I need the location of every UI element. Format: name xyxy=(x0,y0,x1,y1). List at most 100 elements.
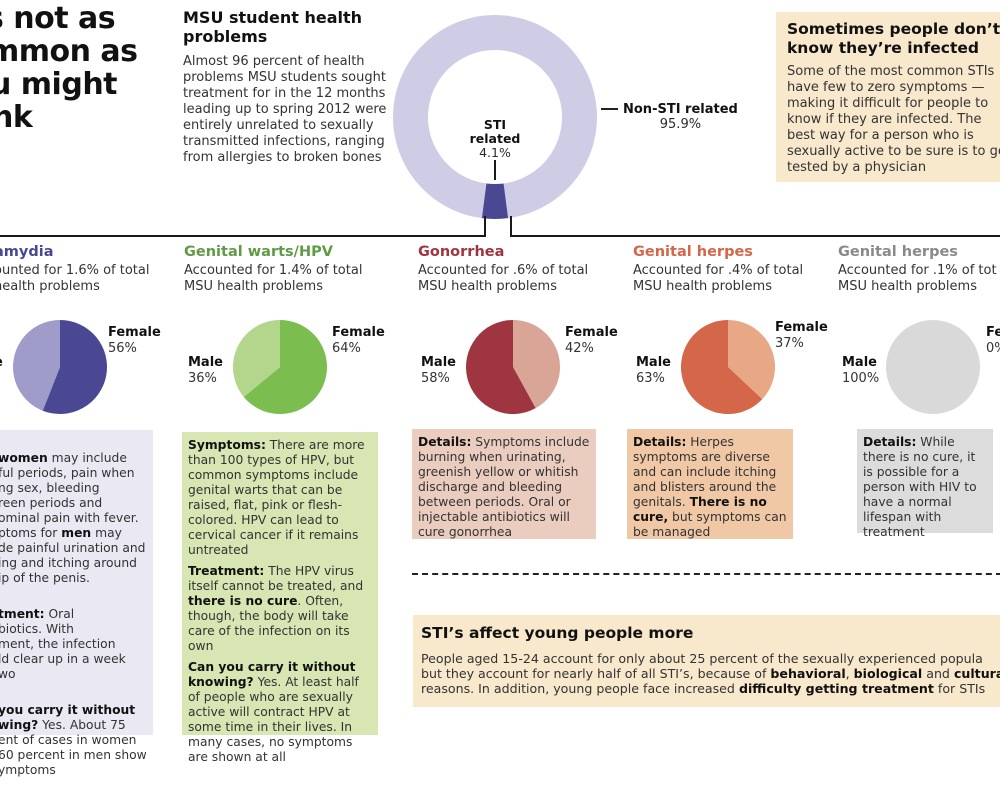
gonorrhea-pie-slice-female xyxy=(513,320,560,409)
bold-text: there is no cure xyxy=(188,594,298,608)
hiv-details-box: Details: While there is no cure, it is p… xyxy=(857,429,993,539)
text: There are more than 100 types of HPV, bu… xyxy=(188,438,365,557)
label-name: Female xyxy=(565,325,618,340)
text: may include ful periods, pain when ng se… xyxy=(0,451,139,540)
text: The HPV virus itself cannot be treated, … xyxy=(188,564,364,593)
label-value: 63% xyxy=(636,371,665,386)
bold-text: biological xyxy=(853,666,923,681)
label-value: 58% xyxy=(421,371,450,386)
hpv-pie-slice-female xyxy=(243,320,327,414)
chlamydia-female-label: Female 56% xyxy=(108,325,161,357)
gonorrhea-details: Details: Symptoms include burning when u… xyxy=(418,435,590,540)
hpv-carry: Can you carry it without knowing? Yes. A… xyxy=(188,660,372,765)
gonorrhea-title: Gonorrhea xyxy=(418,244,505,260)
text: Symptoms include burning when urinating,… xyxy=(418,435,590,539)
bold-text: Treatment: xyxy=(188,564,265,578)
herpes-subtitle: Accounted for .4% of total MSU health pr… xyxy=(633,263,804,294)
connector-line-right xyxy=(510,216,1000,237)
bold-text: Can you carry it without knowing? xyxy=(188,660,356,689)
label-name: Female xyxy=(332,325,385,340)
nonsti-label: Non-STI related 95.9% xyxy=(623,102,738,132)
label-name: Male xyxy=(188,355,223,370)
label-value: 0% xyxy=(986,341,1000,356)
hpv-subtitle: Accounted for 1.4% of total MSU health p… xyxy=(184,263,363,294)
text: may de painful urination and ing and itc… xyxy=(0,526,146,585)
label-name: Female xyxy=(108,325,161,340)
bold-text: you carry it without wing? xyxy=(0,703,136,732)
bold-text: Details: xyxy=(418,435,472,449)
msu-health-title: MSU student health problems xyxy=(183,8,363,46)
hiv-details: Details: While there is no cure, it is p… xyxy=(863,435,987,540)
donut-slice-non-sti xyxy=(393,15,598,219)
chlamydia-subtitle: ounted for 1.6% of total health problems xyxy=(0,263,150,294)
label-value: 100% xyxy=(842,371,880,386)
chlamydia-title: amydia xyxy=(0,244,54,260)
gonorrhea-subtitle: Accounted for .6% of total MSU health pr… xyxy=(418,263,589,294)
sti-related-value: 4.1% xyxy=(479,145,511,160)
label-value: 36% xyxy=(188,371,217,386)
hpv-symptoms: Symptoms: There are more than 100 types … xyxy=(188,438,372,558)
gonorrhea-female-label: Female 42% xyxy=(565,325,618,357)
connector-line-left xyxy=(0,216,486,237)
sti-related-name-1: STI xyxy=(483,117,507,132)
bold-text: Symptoms: xyxy=(188,438,266,452)
hpv-pie-slice-male xyxy=(233,320,280,397)
herpes-details: Details: Herpes symptoms are diverse and… xyxy=(633,435,787,540)
text: Oral biotics. With ment, the infection l… xyxy=(0,607,126,681)
text: People aged 15-24 account for only about… xyxy=(421,651,983,666)
headline: s not as mmon as u might nk xyxy=(0,2,176,134)
sti-related-label: STI related 4.1% xyxy=(455,118,535,160)
text: . Often, though, the body will take care… xyxy=(188,594,350,653)
herpes-pie-slice-female xyxy=(728,320,775,400)
text: but they account for nearly half of all … xyxy=(421,666,771,681)
label-name: Fe xyxy=(986,325,1000,340)
headline-line: nk xyxy=(0,100,33,135)
hiv-male-label: Male 100% xyxy=(842,355,879,387)
bold-text: difficulty getting treatment xyxy=(738,681,934,696)
text: Herpes symptoms are diverse and can incl… xyxy=(633,435,777,509)
label-value: 64% xyxy=(332,341,361,356)
text: and xyxy=(922,666,954,681)
bold-text: tment: xyxy=(0,607,45,621)
hpv-title: Genital warts/HPV xyxy=(184,244,333,260)
hpv-treatment: Treatment: The HPV virus itself cannot b… xyxy=(188,564,372,654)
sti-related-name-2: related xyxy=(469,131,521,146)
headline-line: u might xyxy=(0,67,118,102)
label-name: Male xyxy=(421,355,456,370)
young-people-callout: STI’s affect young people more People ag… xyxy=(413,615,1000,707)
bold-text: cultural xyxy=(953,666,1000,681)
donut-chart xyxy=(0,15,1000,237)
hpv-female-label: Female 64% xyxy=(332,325,385,357)
infected-callout-body: Some of the most common STIs have few to… xyxy=(787,64,1000,175)
herpes-male-label: Male 63% xyxy=(636,355,671,387)
headline-line: s not as xyxy=(0,1,116,36)
nonsti-pointer-line xyxy=(601,108,618,110)
infected-callout-title: Sometimes people don’t know they’re infe… xyxy=(787,20,1000,58)
donut-slice-sti xyxy=(481,183,509,220)
chlamydia-carry: you carry it without wing? Yes. About 75… xyxy=(0,703,147,778)
bold-text: women xyxy=(0,451,48,465)
label-name: Male xyxy=(636,355,671,370)
nonsti-value: 95.9% xyxy=(659,117,702,132)
hpv-details-box: Symptoms: There are more than 100 types … xyxy=(182,432,378,764)
bold-text: men xyxy=(61,526,92,540)
young-people-title: STI’s affect young people more xyxy=(421,624,694,642)
label-value: 42% xyxy=(565,341,594,356)
text: but symptoms can be managed xyxy=(633,510,787,539)
herpes-title: Genital herpes xyxy=(633,244,753,260)
gonorrhea-details-box: Details: Symptoms include burning when u… xyxy=(412,429,596,539)
bold-text: Details: xyxy=(863,435,917,449)
herpes-details-box: Details: Herpes symptoms are diverse and… xyxy=(627,429,793,539)
bold-text: There is no cure, xyxy=(633,495,767,524)
chlamydia-pie-slice-male xyxy=(13,320,60,411)
label-name: e xyxy=(0,355,3,371)
infected-callout-title-line2: know they’re infected xyxy=(787,39,980,57)
hpv-male-label: Male 36% xyxy=(188,355,223,387)
label-name: Male xyxy=(842,355,877,370)
chlamydia-pie-slice-female xyxy=(42,320,108,414)
gonorrhea-male-label: Male 58% xyxy=(421,355,456,387)
headline-line: mmon as xyxy=(0,34,138,69)
bold-text: Details: xyxy=(633,435,687,449)
text: While there is no cure, it is possible f… xyxy=(863,435,977,539)
herpes-pie-slice-male xyxy=(681,320,763,414)
